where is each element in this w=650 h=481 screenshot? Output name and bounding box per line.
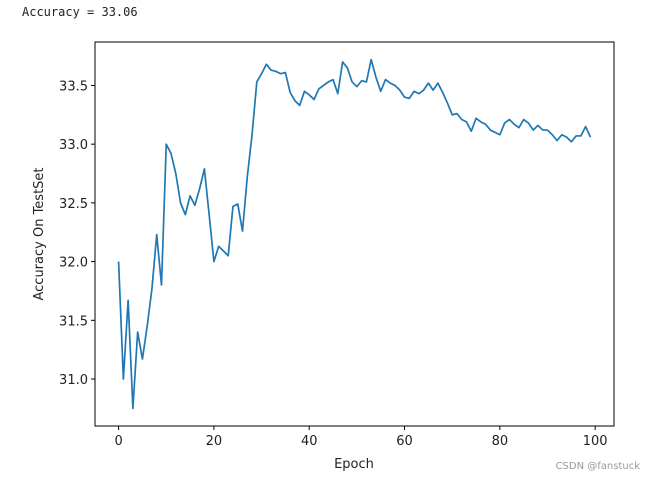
axes-frame bbox=[94, 41, 615, 427]
y-tick-label: 31.5 bbox=[59, 314, 88, 329]
x-tick-label: 60 bbox=[396, 434, 413, 449]
y-tick-label: 33.0 bbox=[59, 138, 88, 153]
x-tick-label: 20 bbox=[206, 434, 223, 449]
x-axis-label: Epoch bbox=[334, 457, 374, 472]
y-tick-label: 31.0 bbox=[59, 373, 88, 388]
y-axis-label: Accuracy On TestSet bbox=[32, 167, 47, 300]
y-tick-label: 32.5 bbox=[59, 197, 88, 212]
x-tick-label: 0 bbox=[114, 434, 122, 449]
watermark: CSDN @fanstuck bbox=[556, 461, 641, 472]
y-tick-label: 32.0 bbox=[59, 256, 88, 271]
line-series bbox=[117, 58, 592, 410]
y-tick-label: 33.5 bbox=[59, 79, 88, 94]
x-tick-label: 40 bbox=[301, 434, 318, 449]
x-tick-label: 80 bbox=[492, 434, 509, 449]
x-tick-label: 100 bbox=[583, 434, 608, 449]
output-text: Accuracy = 33.06 bbox=[22, 5, 138, 19]
